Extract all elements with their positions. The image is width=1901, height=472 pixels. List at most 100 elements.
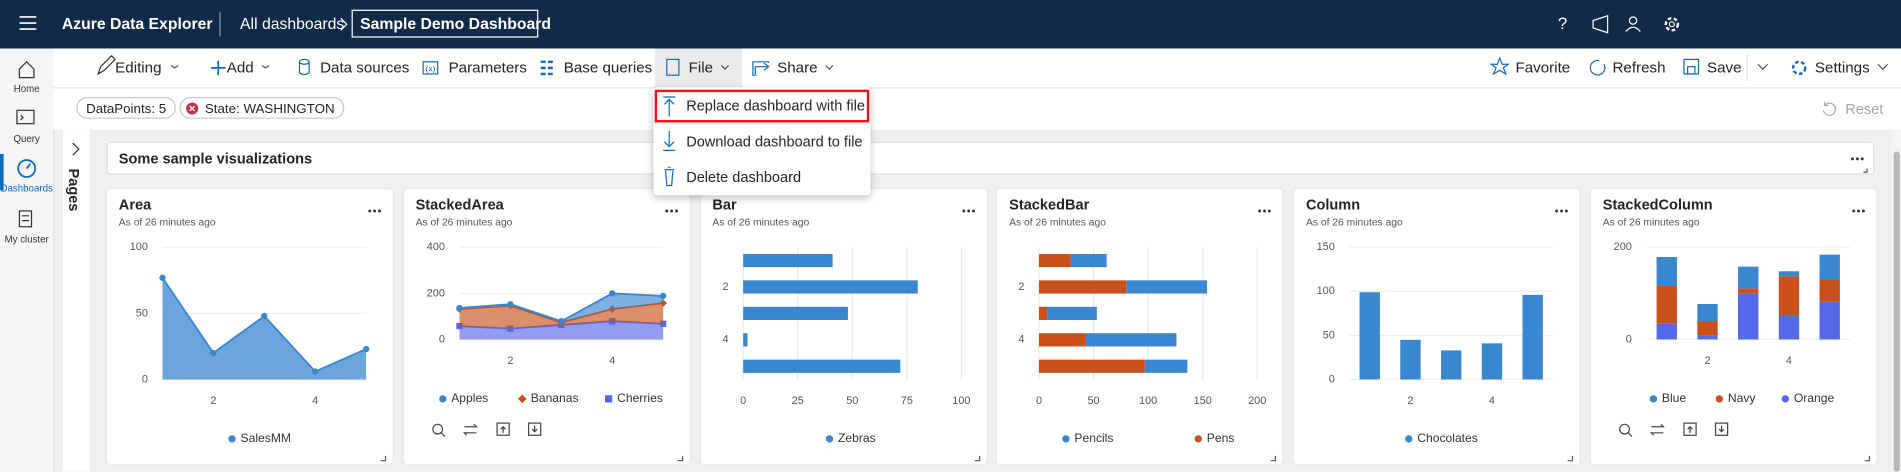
column <box>1697 303 1718 322</box>
bar <box>1145 359 1188 373</box>
scrollbar <box>1891 129 1901 472</box>
column <box>1738 288 1759 294</box>
home-icon[interactable] <box>17 59 36 79</box>
legend-label: Navy <box>1728 391 1757 405</box>
sidebar: Home Query Dashboards My cluster <box>0 48 55 472</box>
y-tick-label: 150 <box>1317 241 1335 253</box>
bar <box>1039 333 1087 347</box>
app-title[interactable]: Azure Data Explorer <box>61 14 213 33</box>
filter-pill[interactable]: State: WASHINGTON <box>179 96 345 119</box>
dashboards-icon[interactable] <box>17 159 37 178</box>
pages-panel[interactable]: Pages <box>63 129 90 472</box>
tile-chart: 0 50 100 150 2 4 Chocolates <box>1317 209 1574 462</box>
tile-subtitle: As of 26 minutes ago <box>1305 215 1403 228</box>
legend-label: Apples <box>451 391 488 405</box>
menu-item[interactable]: Delete dashboard <box>686 168 802 186</box>
nav-label[interactable]: Home <box>13 83 40 95</box>
dashboard-name[interactable]: Sample Demo Dashboard <box>360 14 552 33</box>
x-tick-label: 25 <box>791 395 803 407</box>
tile-subtitle: As of 26 minutes ago <box>1009 215 1106 228</box>
column <box>1819 280 1840 302</box>
legend-label: Zebras <box>837 431 875 445</box>
y-tick-label: 0 <box>1329 373 1335 385</box>
x-tick-label: 4 <box>312 395 318 407</box>
more-icon <box>1258 209 1262 213</box>
download-icon <box>531 425 538 433</box>
tile-title: Bar <box>712 196 737 214</box>
x-tick-label: 2 <box>1704 355 1710 367</box>
cluster-icon[interactable] <box>17 210 36 229</box>
tile-title: StackedBar <box>1009 196 1090 214</box>
file-active-bg <box>654 48 742 88</box>
reset-button[interactable]: Reset <box>1845 100 1884 118</box>
bar <box>1086 333 1177 347</box>
active-indicator <box>0 153 4 191</box>
more-icon <box>674 209 678 213</box>
toolbar-button[interactable]: Editing <box>115 59 162 77</box>
tile-actions[interactable] <box>431 422 542 437</box>
tile-chart: 0 50 100 2 4 SalesMM <box>130 209 387 462</box>
y-tick-label: 50 <box>1323 329 1335 341</box>
toolbar-button[interactable]: Favorite <box>1515 59 1571 77</box>
tile: 0 200 2 4 Blue Navy Orange StackedColumn As of 2… <box>1590 189 1877 465</box>
more-icon <box>1852 209 1856 213</box>
tile-title: Column <box>1305 196 1361 214</box>
dashboard-name-box[interactable] <box>351 9 539 38</box>
upload-icon <box>1687 425 1693 433</box>
column <box>1359 292 1381 380</box>
tile-subtitle: As of 26 minutes ago <box>712 215 810 228</box>
data-point <box>210 349 217 357</box>
tile-actions[interactable] <box>1619 422 1729 437</box>
toolbar-button[interactable]: Data sources <box>320 59 410 77</box>
column <box>1819 254 1840 281</box>
toolbar-button[interactable]: File <box>688 59 714 77</box>
toolbar-button[interactable]: Share <box>777 59 818 77</box>
toolbar-button[interactable]: Add <box>226 59 254 77</box>
bar <box>742 333 748 347</box>
toolbar-button[interactable]: Save <box>1707 59 1742 77</box>
y-tick-label: 400 <box>426 241 444 253</box>
expand-icon[interactable] <box>70 142 82 157</box>
menu-icon[interactable] <box>19 16 37 31</box>
header-icons[interactable]: ? <box>1554 13 1687 35</box>
filter-pill[interactable]: DataPoints: 5 <box>76 96 176 119</box>
data-point <box>312 368 319 375</box>
query-icon[interactable] <box>16 109 38 128</box>
area-fill <box>459 293 663 323</box>
bar <box>742 306 848 321</box>
toolbar-button[interactable]: Refresh <box>1612 59 1666 77</box>
y-tick-label: 200 <box>426 287 444 299</box>
data-point <box>507 301 514 308</box>
toolbar-button[interactable]: Settings <box>1814 59 1870 77</box>
y-tick-label: 0 <box>142 373 148 385</box>
tile-chart: 0 25 50 75 100 2 4 Zebras <box>722 209 980 462</box>
column <box>1441 350 1462 380</box>
y-tick-label: 2 <box>722 281 728 293</box>
nav-label[interactable]: My cluster <box>4 233 49 245</box>
area-fill <box>162 277 367 380</box>
nav-label[interactable]: Query <box>13 133 40 145</box>
tile: 0 50 100 150 200 2 4 Pencils Pens StackedBar As of… <box>997 189 1284 465</box>
breadcrumb[interactable]: All dashboards <box>240 14 345 33</box>
toolbar-button[interactable]: Parameters <box>448 59 527 77</box>
resize-handle <box>677 455 683 462</box>
nav-label[interactable]: Dashboards <box>0 183 53 194</box>
download-icon <box>527 422 542 436</box>
legend-marker <box>1781 395 1789 403</box>
more-icon <box>1555 209 1559 213</box>
data-point <box>608 318 616 325</box>
svg-text:?: ? <box>1558 14 1567 33</box>
menu-item[interactable]: Download dashboard to file <box>686 133 863 151</box>
scroll-thumb[interactable] <box>1893 151 1900 472</box>
menu-item[interactable]: Replace dashboard with file <box>686 96 865 114</box>
more-icon <box>1861 209 1865 213</box>
header: Azure Data Explorer All dashboards Sampl… <box>0 0 1901 49</box>
section-more[interactable] <box>1849 152 1873 174</box>
more-icon <box>961 209 965 213</box>
resize-handle <box>380 455 387 462</box>
y-tick-label: 4 <box>722 334 728 346</box>
x-tick-label: 2 <box>210 395 216 407</box>
pages-label[interactable]: Pages <box>65 168 83 212</box>
bar <box>742 359 900 373</box>
toolbar-button[interactable]: Base queries <box>563 59 653 77</box>
